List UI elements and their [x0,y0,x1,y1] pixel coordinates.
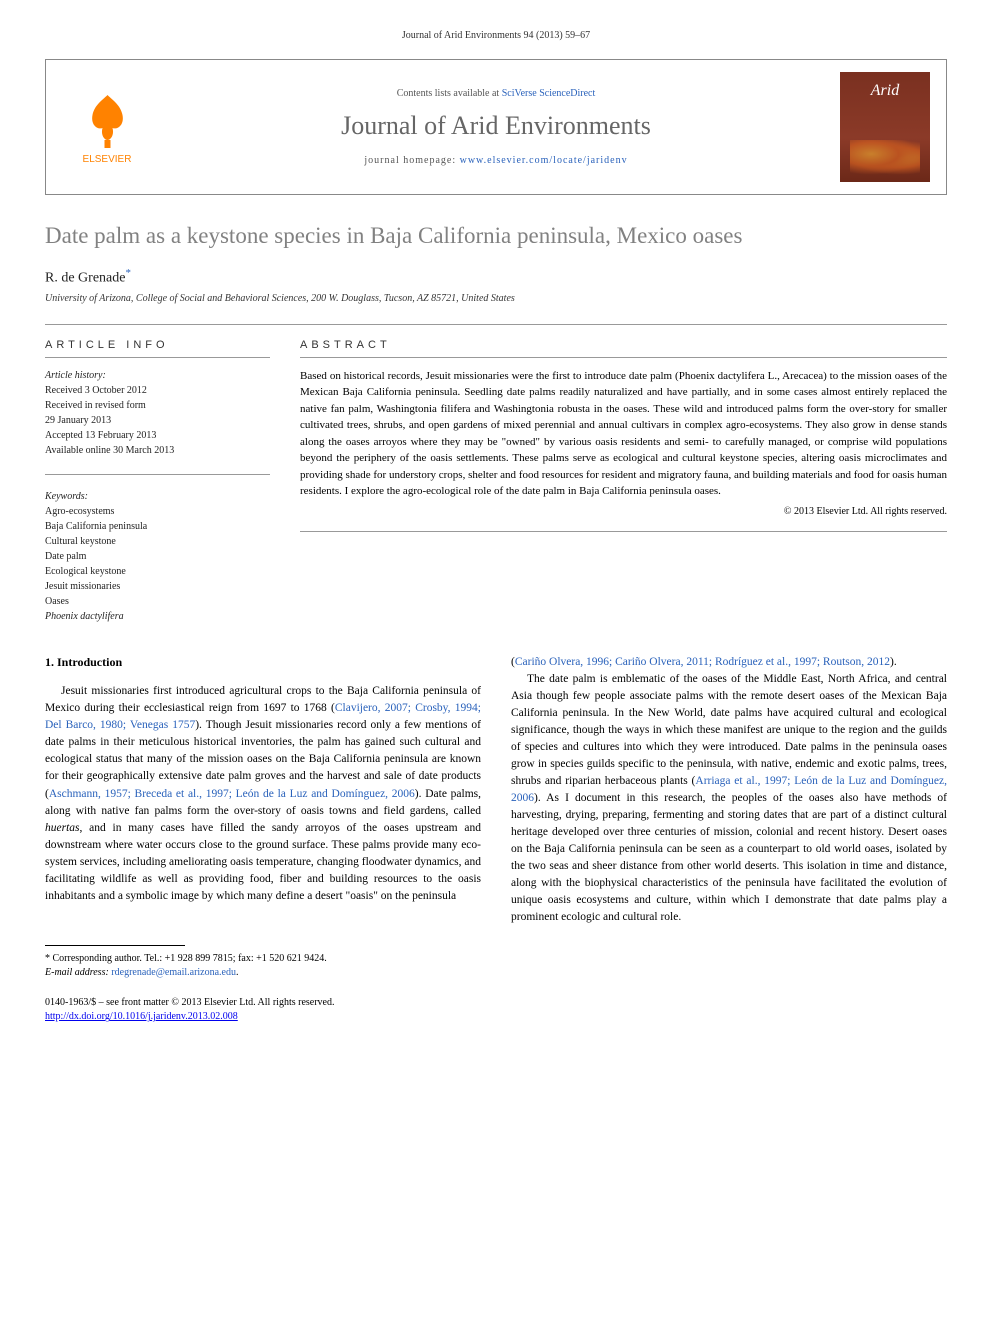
history-accepted: Accepted 13 February 2013 [45,428,270,443]
cover-map-graphic [850,140,920,175]
author-affiliation: University of Arizona, College of Social… [45,293,947,304]
abstract-label: ABSTRACT [300,339,947,358]
issn-line: 0140-1963/$ – see front matter © 2013 El… [45,996,481,1011]
history-label: Article history: [45,368,270,383]
article-info-label: ARTICLE INFO [45,339,270,358]
article-meta-row: ARTICLE INFO Article history: Received 3… [45,339,947,624]
body-columns: 1. Introduction Jesuit missionaries firs… [45,654,947,1026]
keyword: Cultural keystone [45,534,270,549]
doi-link[interactable]: http://dx.doi.org/10.1016/j.jaridenv.201… [45,1011,238,1022]
author-email-link[interactable]: rdegrenade@email.arizona.edu [111,967,236,978]
keyword-species: Phoenix dactylifera [45,609,270,624]
intro-paragraph-1-cont: (Cariño Olvera, 1996; Cariño Olvera, 201… [511,654,947,671]
history-revised-date: 29 January 2013 [45,413,270,428]
author-name: R. de Grenade [45,271,125,286]
abstract-text: Based on historical records, Jesuit miss… [300,368,947,500]
divider [300,531,947,532]
publisher-logo-block: ELSEVIER [62,90,152,165]
keyword: Ecological keystone [45,564,270,579]
intro-paragraph-2: The date palm is emblematic of the oases… [511,671,947,926]
journal-homepage-line: journal homepage: www.elsevier.com/locat… [172,155,820,166]
body-column-left: 1. Introduction Jesuit missionaries firs… [45,654,481,1026]
history-received: Received 3 October 2012 [45,383,270,398]
citation[interactable]: Aschmann, 1957; Breceda et al., 1997; Le… [49,788,415,800]
journal-title: Journal of Arid Environments [172,111,820,141]
article-info-column: ARTICLE INFO Article history: Received 3… [45,339,270,624]
body-text: ). [890,656,897,668]
body-column-right: (Cariño Olvera, 1996; Cariño Olvera, 201… [511,654,947,1026]
citation[interactable]: Cariño Olvera, 1996; Cariño Olvera, 2011… [515,656,890,668]
sciencedirect-link[interactable]: SciVerse ScienceDirect [502,88,596,99]
keyword: Oases [45,594,270,609]
email-label: E-mail address: [45,967,111,978]
running-header: Journal of Arid Environments 94 (2013) 5… [45,30,947,41]
corresponding-author-line: * Corresponding author. Tel.: +1 928 899… [45,952,481,966]
article-history: Article history: Received 3 October 2012… [45,368,270,458]
keywords-label: Keywords: [45,489,270,504]
footer-separator [45,945,185,946]
body-text: ). As I document in this research, the p… [511,792,947,923]
history-revised: Received in revised form [45,398,270,413]
keywords-block: Keywords: Agro-ecosystems Baja Californi… [45,489,270,624]
article-title: Date palm as a keystone species in Baja … [45,223,947,249]
keyword: Jesuit missionaries [45,579,270,594]
contents-list-line: Contents lists available at SciVerse Sci… [172,88,820,99]
masthead-center: Contents lists available at SciVerse Sci… [152,88,840,166]
contents-prefix: Contents lists available at [397,88,502,99]
email-line: E-mail address: rdegrenade@email.arizona… [45,966,481,980]
elsevier-tree-icon [80,90,135,150]
publisher-name: ELSEVIER [83,154,132,165]
body-text: The date palm is emblematic of the oases… [511,673,947,787]
corresponding-marker[interactable]: * [125,267,131,279]
journal-masthead: ELSEVIER Contents lists available at Sci… [45,59,947,195]
abstract-column: ABSTRACT Based on historical records, Je… [300,339,947,624]
keyword: Date palm [45,549,270,564]
doi-block: 0140-1963/$ – see front matter © 2013 El… [45,996,481,1026]
divider [45,474,270,475]
keyword: Agro-ecosystems [45,504,270,519]
journal-cover-thumb: Arid [840,72,930,182]
body-text: , and in many cases have filled the sand… [45,822,481,902]
keyword: Baja California peninsula [45,519,270,534]
journal-homepage-link[interactable]: www.elsevier.com/locate/jaridenv [460,155,628,166]
author-line: R. de Grenade* [45,267,947,287]
homepage-prefix: journal homepage: [364,155,459,166]
italic-term: huertas [45,822,80,834]
divider [45,324,947,325]
corresponding-footer: * Corresponding author. Tel.: +1 928 899… [45,945,481,980]
intro-paragraph-1: Jesuit missionaries first introduced agr… [45,683,481,904]
cover-title: Arid [871,82,899,100]
abstract-copyright: © 2013 Elsevier Ltd. All rights reserved… [300,506,947,517]
history-online: Available online 30 March 2013 [45,443,270,458]
section-heading-intro: 1. Introduction [45,654,481,672]
